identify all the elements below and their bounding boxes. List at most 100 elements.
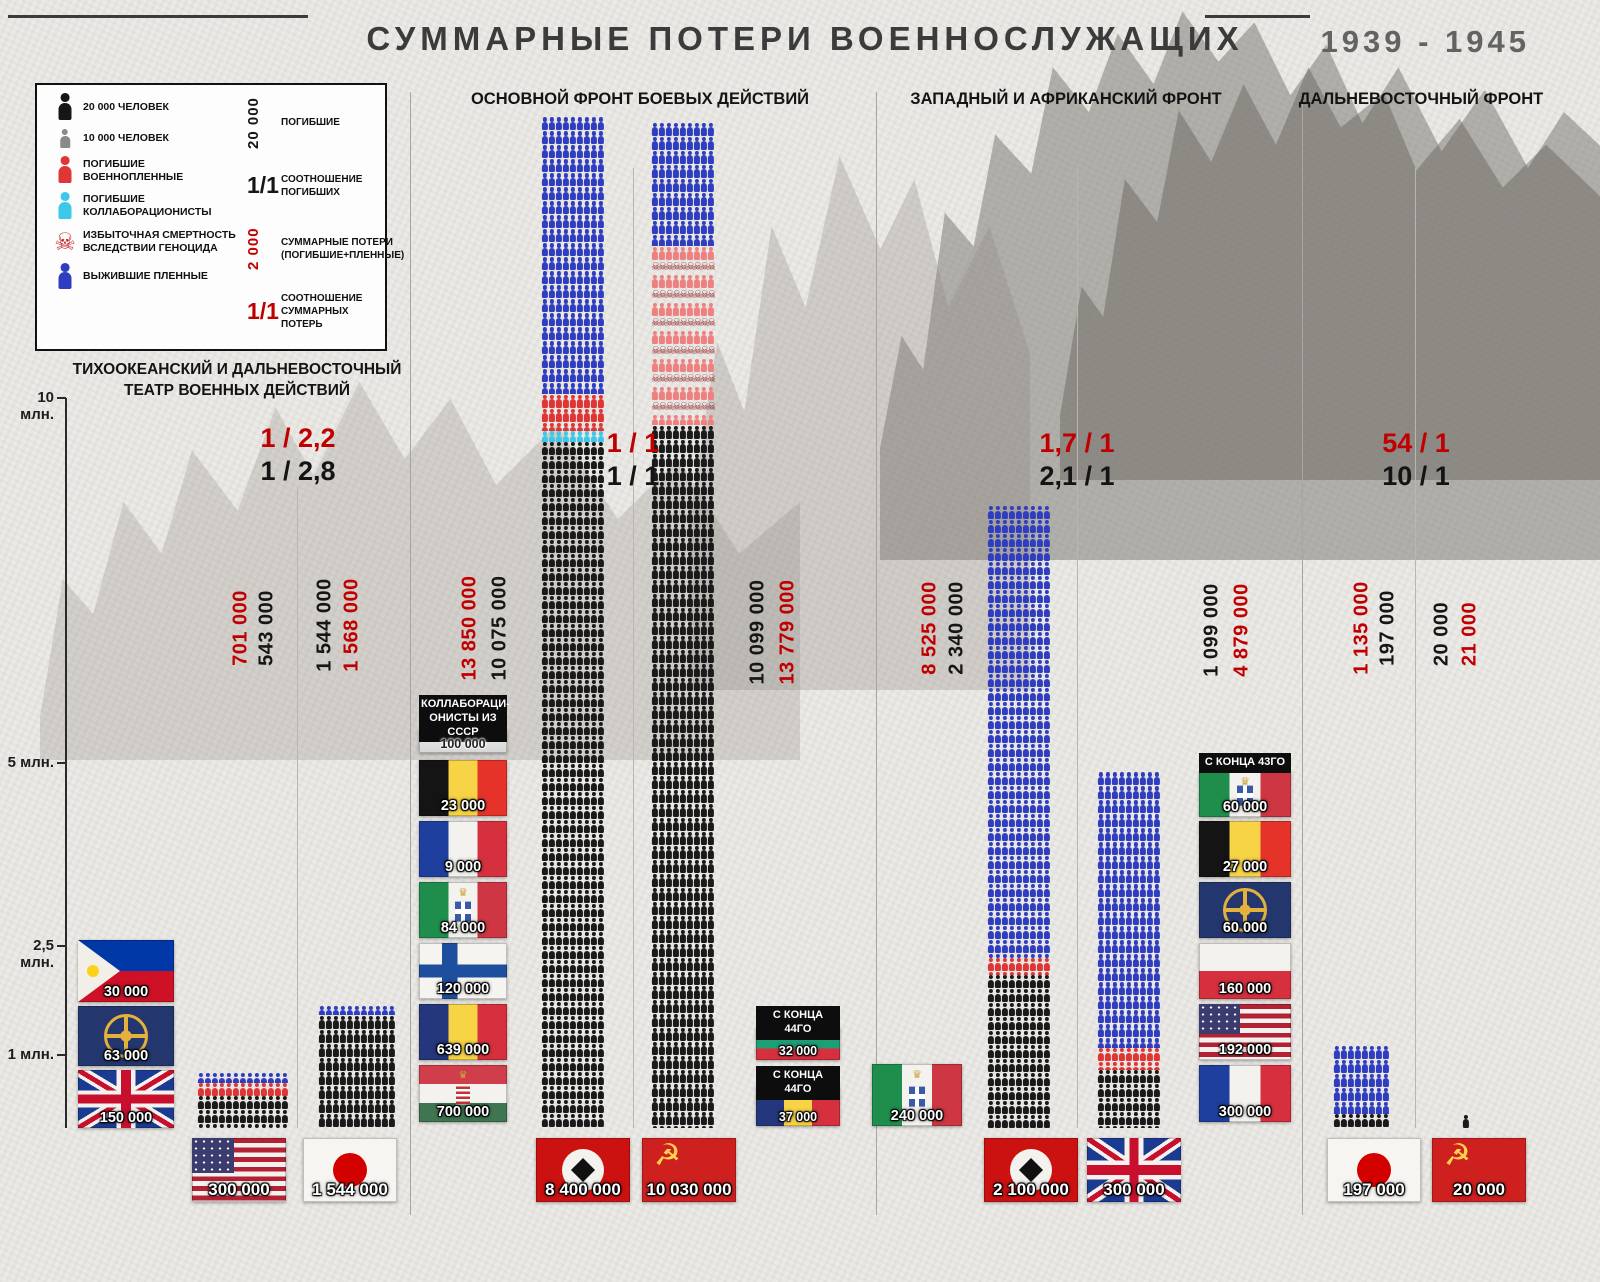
flag-value: 1 544 000 — [312, 1180, 388, 1199]
france-flag: 300 000 — [1199, 1065, 1291, 1122]
section-center-line — [1415, 168, 1416, 1128]
section-header-line: ДАЛЬНЕВОСТОЧНЫЙ ФРОНТ — [1298, 90, 1544, 108]
skull-icon: ☠ — [651, 401, 661, 414]
flag-value: 32 000 — [778, 1044, 818, 1058]
flag-note-line: С КОНЦА 44ГО — [772, 1069, 824, 1095]
skull-icon: ☠ — [672, 373, 682, 386]
skull-icon: ☠ — [651, 289, 661, 302]
section-header-eastern: ОСНОВНОЙ ФРОНТ БОЕВЫХ ДЕЙСТВИЙ — [471, 88, 809, 110]
flag-value: 639 000 — [436, 1042, 490, 1058]
skull-icon: ☠ — [672, 261, 682, 274]
skull-icon: ☠ — [686, 289, 696, 302]
flag-value: 160 000 — [1218, 981, 1272, 997]
years-label: 1939 - 1945 — [1320, 24, 1530, 59]
flag-value: 120 000 — [436, 981, 490, 997]
person-gray-icon — [47, 129, 83, 150]
skull-icon: ☠ — [686, 345, 696, 358]
legend-item-label: 10 000 ЧЕЛОВЕК — [83, 132, 169, 145]
skull-icon: ☠ — [665, 345, 675, 358]
skull-icon: ☠ — [658, 317, 668, 330]
skull-icon: ☠ — [658, 289, 668, 302]
section-header-line: ЗАПАДНЫЙ И АФРИКАНСКИЙ ФРОНТ — [910, 90, 1222, 108]
skull-icon: ☠ — [700, 289, 710, 302]
belgium-flag: 23 000 — [419, 760, 507, 816]
flag-note: С КОНЦА 44ГО — [756, 1006, 840, 1040]
skull-icon: ☠ — [707, 373, 715, 386]
skull-glyph: ☠ — [54, 227, 76, 256]
flag-value: 60 000 — [1222, 799, 1268, 815]
flag-value: 23 000 — [440, 798, 486, 814]
france-flag: 9 000 — [419, 821, 507, 877]
y-axis-tick-label: 10 млн. — [20, 389, 54, 423]
y-axis-tick-label: 5 млн. — [7, 754, 54, 771]
legend-item-label: ВЫЖИВШИЕ ПЛЕННЫЕ — [83, 270, 208, 283]
title-rule-left — [8, 15, 308, 18]
flag-value: 60 000 — [1222, 920, 1268, 936]
skull-icon: ☠ — [693, 317, 703, 330]
legend: 20 000 ЧЕЛОВЕК 10 000 ЧЕЛОВЕК ПОГИБШИЕ ВОЕ… — [35, 83, 404, 351]
skull-icon: ☠ — [686, 401, 696, 414]
italy-royal-flag: 240 000 — [872, 1064, 962, 1126]
flag-note: КОЛЛАБОРАЦИ- ОНИСТЫ ИЗ СССР — [419, 695, 510, 743]
belgium-flag: 27 000 — [1199, 821, 1291, 877]
flag-value: 300 000 — [1103, 1180, 1165, 1199]
legend-item: ПОГИБШИЕ ВОЕННОПЛЕННЫЕ — [47, 156, 243, 185]
skull-icon: ☠ — [693, 373, 703, 386]
flag-value: 700 000 — [436, 1104, 490, 1120]
hungary-flag: 700 000 — [419, 1065, 507, 1122]
ratio-total-losses: 54 / 1 — [1382, 428, 1450, 458]
legend-metric: 20 000 ПОГИБШИЕ — [245, 91, 383, 154]
person-glyph — [58, 93, 72, 122]
genocide-skull-icon: ☠ — [47, 228, 83, 256]
uk-flag: 150 000 — [78, 1070, 174, 1128]
flag-note-line: С КОНЦА 43ГО — [1204, 756, 1286, 768]
pictogram-column-ussr-eastern: ☠ ☠ ☠ ☠ ☠ ☠ ☠ ☠ ☠ ☠ ☠ ☠ ☠ ☠ ☠ ☠ ☠ ☠ ☠ ☠ ☠ ☠ ☠ ☠ ☠ ☠ ☠ ☠ ☠ ☠ ☠ ☠ ☠ ☠ ☠ ☠ ☠ ☠ ☠ ☠… — [651, 122, 715, 1128]
skull-icon: ☠ — [707, 289, 715, 302]
y-axis-tick — [57, 944, 66, 947]
legend-metric: 2 000 СУММАРНЫЕ ПОТЕРИ (ПОГИБШИЕ+ПЛЕННЫЕ) — [245, 217, 404, 280]
legend-item: ☠ ИЗБЫТОЧНАЯ СМЕРТНОСТЬ ВСЛЕДСТВИИ ГЕНОЦИ… — [47, 228, 243, 256]
flag-value: 240 000 — [890, 1108, 944, 1124]
flag-value: 27 000 — [1222, 859, 1268, 875]
legend-metric-label: ПОГИБШИЕ — [281, 117, 340, 128]
skull-icon: ☠ — [651, 261, 661, 274]
japan-flag: 1 544 000 — [303, 1138, 397, 1202]
section-center-line — [633, 168, 634, 1128]
skull-icon: ☠ — [693, 289, 703, 302]
skull-icon: ☠ — [658, 345, 668, 358]
legend-metric-value: 1/1 — [247, 298, 279, 324]
skull-icon: ☠ — [672, 317, 682, 330]
legend-item-label: ИЗБЫТОЧНАЯ СМЕРТНОСТЬ ВСЛЕДСТВИИ ГЕНОЦИД… — [83, 228, 236, 254]
skull-icon: ☠ — [700, 373, 710, 386]
section-center-line — [1077, 168, 1078, 1128]
finland-flag: 120 000 — [419, 943, 507, 999]
legend-item-label: ПОГИБШИЕ КОЛЛАБОРАЦИОНИСТЫ — [83, 193, 212, 219]
skull-icon: ☠ — [707, 261, 715, 274]
skull-icon: ☠ — [707, 317, 715, 330]
person-glyph — [58, 192, 72, 221]
section-header-line: ТИХООКЕАНСКИЙ И ДАЛЬНЕВОСТОЧНЫЙ — [72, 361, 402, 378]
philippines-flag: 30 000 — [78, 940, 174, 1002]
ratio-total-losses: 1 / 2,2 — [260, 423, 336, 453]
legend-metric: 1/1 СООТНОШЕНИЕ ПОГИБШИХ — [245, 154, 383, 217]
skull-icon: ☠ — [679, 373, 689, 386]
ussr-flag: 20 000 — [1432, 1138, 1526, 1202]
legend-item: ВЫЖИВШИЕ ПЛЕННЫЕ — [47, 263, 243, 292]
commonwealth-flag: 60 000 — [1199, 882, 1291, 938]
skull-icon: ☠ — [672, 401, 682, 414]
skull-icon: ☠ — [693, 345, 703, 358]
legend-icon-list: 20 000 ЧЕЛОВЕК 10 000 ЧЕЛОВЕК ПОГИБШИЕ ВОЕ… — [47, 93, 243, 298]
skull-icon: ☠ — [651, 345, 661, 358]
skull-icon: ☠ — [686, 317, 696, 330]
flag-value: 10 030 000 — [646, 1180, 732, 1199]
skull-icon: ☠ — [658, 401, 668, 414]
person-glyph — [60, 129, 70, 150]
ratio-labels-western: 1,7 / 1 2,1 / 1 — [1039, 428, 1114, 494]
flag-note: С КОНЦА 44ГО — [756, 1066, 840, 1100]
skull-icon: ☠ — [665, 261, 675, 274]
ratio-dead: 10 / 1 — [1382, 461, 1450, 492]
legend-metric-value: 1/1 — [247, 172, 279, 198]
flag-value: 20 000 — [1453, 1180, 1505, 1199]
